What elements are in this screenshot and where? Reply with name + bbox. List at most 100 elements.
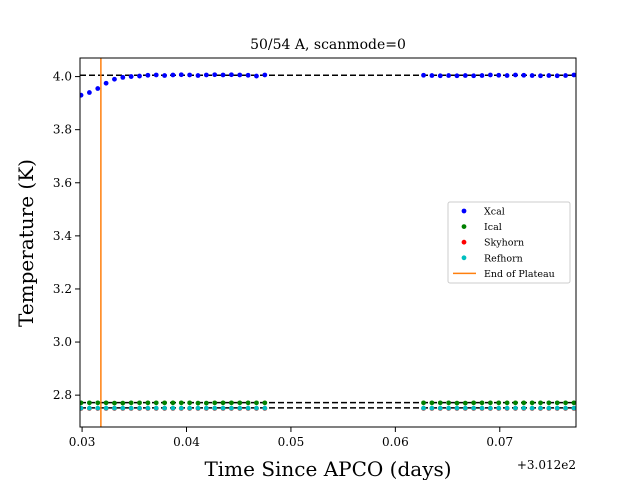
y-tick-label: 3.2 (53, 282, 72, 296)
ical-point (162, 400, 167, 406)
ical-point (145, 400, 151, 406)
refhorn-point (95, 405, 101, 411)
refhorn-point (429, 405, 435, 411)
refhorn-point (170, 405, 176, 411)
ical-point (487, 400, 493, 406)
ical-point (546, 400, 552, 406)
ical-point (128, 400, 134, 406)
refhorn-point (229, 405, 234, 411)
legend-label-skyhorn: Skyhorn (484, 238, 524, 249)
xcal-point (203, 72, 209, 78)
ical-point (80, 400, 84, 406)
xcal-point (563, 73, 568, 78)
legend-marker-xcal (461, 208, 467, 214)
refhorn-point (120, 405, 126, 411)
refhorn-point (471, 405, 477, 411)
xcal-point (86, 90, 92, 95)
xcal-point (571, 72, 576, 78)
xcal-point (429, 73, 435, 78)
ical-point (86, 400, 92, 406)
xcal-point (421, 72, 426, 78)
xcal-point (220, 72, 226, 78)
refhorn-point (187, 405, 193, 411)
xcal-point (479, 73, 485, 78)
ical-point (229, 400, 234, 406)
refhorn-point (153, 405, 159, 411)
refhorn-point (162, 405, 167, 411)
xcal-point (195, 73, 201, 78)
ical-point (103, 400, 109, 406)
xcal-point (454, 73, 460, 79)
refhorn-point (80, 405, 84, 411)
xcal-point (513, 72, 518, 78)
refhorn-point (554, 405, 560, 411)
legend-marker-ical (461, 224, 467, 230)
x-tick-label: 0.03 (69, 435, 96, 449)
x-tick-label: 0.05 (278, 435, 305, 449)
x-axis-ticks: 0.03 0.04 0.05 0.06 0.07 (69, 427, 513, 449)
ical-point (496, 400, 502, 406)
ical-point (554, 400, 560, 406)
y-tick-label: 3.6 (53, 176, 72, 190)
ical-point (245, 400, 251, 406)
refhorn-point (496, 405, 502, 411)
refhorn-point (245, 405, 251, 411)
refhorn-point (237, 405, 243, 411)
refhorn-point (546, 405, 552, 411)
ical-point (237, 400, 243, 406)
xcal-point (153, 72, 159, 78)
ical-point (454, 400, 460, 406)
x-tick-label: 0.07 (486, 435, 513, 449)
refhorn-point (521, 405, 527, 411)
refhorn-point (454, 405, 460, 411)
xcal-point (162, 73, 167, 78)
refhorn-point (487, 405, 493, 411)
x-axis-label: Time Since APCO (days) (204, 457, 451, 480)
refhorn-point (437, 405, 443, 411)
xcal-point (254, 73, 259, 79)
refhorn-point (538, 405, 543, 411)
xcal-point (471, 73, 477, 79)
ical-point (471, 400, 477, 406)
ical-point (220, 400, 226, 406)
xcal-point (128, 74, 134, 79)
xcal-point (245, 72, 251, 78)
xcal-point (120, 74, 126, 80)
refhorn-point (178, 405, 184, 411)
xcal-point (178, 72, 184, 78)
x-tick-label: 0.06 (382, 435, 409, 449)
refhorn-point (137, 405, 142, 411)
refhorn-point (513, 405, 518, 411)
ical-point (446, 400, 452, 406)
ical-point (137, 400, 142, 406)
ical-point (212, 400, 218, 406)
refhorn-point (462, 405, 468, 411)
legend-box (447, 201, 571, 284)
legend-marker-refhorn (461, 255, 467, 261)
y-tick-label: 3.0 (53, 335, 72, 349)
refhorn-point (103, 405, 109, 411)
legend-label-ical: Ical (484, 222, 502, 233)
ical-point (513, 400, 518, 406)
y-tick-label: 3.4 (53, 229, 72, 243)
xcal-point (103, 80, 109, 86)
y-tick-label: 4.0 (53, 70, 72, 84)
ical-point (95, 400, 101, 406)
xcal-point (496, 72, 502, 78)
refhorn-point (195, 405, 201, 411)
xcal-point (529, 73, 535, 78)
legend-label-refhorn: Refhorn (484, 253, 523, 264)
refhorn-point (504, 405, 510, 411)
ical-point (462, 400, 468, 406)
legend: Xcal Ical Skyhorn Refhorn End of Plateau (447, 201, 571, 284)
ical-point (153, 400, 159, 406)
refhorn-point (446, 405, 452, 411)
refhorn-point (571, 405, 576, 411)
ical-point (563, 400, 568, 406)
xcal-point (554, 73, 560, 79)
xcal-point (112, 76, 117, 82)
x-axis-offset: +3.012e2 (517, 458, 576, 472)
data-points (80, 72, 576, 411)
ical-point (120, 400, 126, 406)
